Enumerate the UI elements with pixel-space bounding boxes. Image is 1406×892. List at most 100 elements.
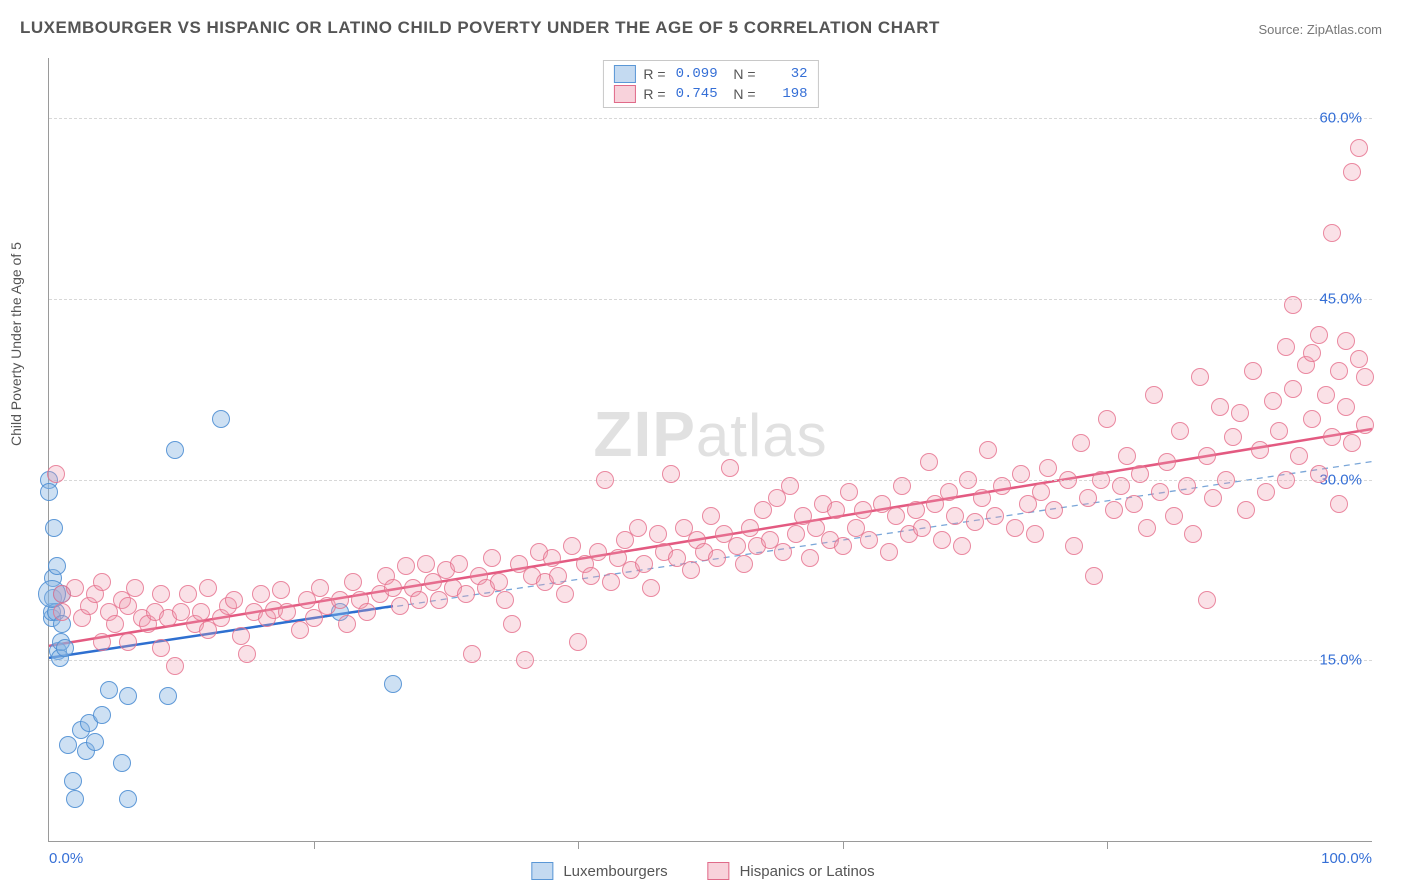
data-point: [1171, 422, 1189, 440]
data-point: [119, 687, 137, 705]
data-point: [1158, 453, 1176, 471]
gridline: [49, 480, 1372, 481]
data-point: [649, 525, 667, 543]
data-point: [106, 615, 124, 633]
legend-item-hisp: Hispanics or Latinos: [708, 862, 875, 880]
data-point: [1178, 477, 1196, 495]
data-point: [516, 651, 534, 669]
data-point: [47, 465, 65, 483]
data-point: [1251, 441, 1269, 459]
data-point: [1224, 428, 1242, 446]
data-point: [463, 645, 481, 663]
data-point: [1257, 483, 1275, 501]
data-point: [338, 615, 356, 633]
swatch-pink-icon: [613, 85, 635, 103]
data-point: [126, 579, 144, 597]
data-point: [913, 519, 931, 537]
data-point: [457, 585, 475, 603]
data-point: [225, 591, 243, 609]
y-tick-label: 60.0%: [1319, 110, 1362, 127]
data-point: [152, 585, 170, 603]
data-point: [973, 489, 991, 507]
data-point: [48, 557, 66, 575]
data-point: [801, 549, 819, 567]
data-point: [86, 733, 104, 751]
data-point: [556, 585, 574, 603]
data-point: [907, 501, 925, 519]
data-point: [563, 537, 581, 555]
data-point: [166, 441, 184, 459]
data-point: [1045, 501, 1063, 519]
data-point: [880, 543, 898, 561]
source-label: Source: ZipAtlas.com: [1258, 22, 1382, 37]
data-point: [1343, 163, 1361, 181]
data-point: [1204, 489, 1222, 507]
data-point: [920, 453, 938, 471]
data-point: [1184, 525, 1202, 543]
y-tick-label: 45.0%: [1319, 290, 1362, 307]
data-point: [787, 525, 805, 543]
x-tick-label-min: 0.0%: [49, 850, 83, 867]
legend-series: Luxembourgers Hispanics or Latinos: [531, 862, 874, 880]
data-point: [119, 633, 137, 651]
data-point: [596, 471, 614, 489]
data-point: [893, 477, 911, 495]
data-point: [503, 615, 521, 633]
data-point: [1006, 519, 1024, 537]
data-point: [1284, 380, 1302, 398]
data-point: [45, 519, 63, 537]
data-point: [159, 687, 177, 705]
data-point: [1198, 447, 1216, 465]
plot-area: ZIPatlas R = 0.099 N = 32 R = 0.745 N = …: [48, 58, 1372, 842]
data-point: [179, 585, 197, 603]
data-point: [1310, 465, 1328, 483]
data-point: [311, 579, 329, 597]
data-point: [1131, 465, 1149, 483]
data-point: [199, 579, 217, 597]
data-point: [702, 507, 720, 525]
data-point: [1264, 392, 1282, 410]
data-point: [344, 573, 362, 591]
data-point: [278, 603, 296, 621]
data-point: [959, 471, 977, 489]
data-point: [212, 410, 230, 428]
data-point: [66, 579, 84, 597]
data-point: [662, 465, 680, 483]
data-point: [1118, 447, 1136, 465]
data-point: [635, 555, 653, 573]
data-point: [1105, 501, 1123, 519]
data-point: [1303, 410, 1321, 428]
data-point: [410, 591, 428, 609]
data-point: [119, 790, 137, 808]
x-tick-minor: [578, 841, 579, 849]
data-point: [417, 555, 435, 573]
data-point: [933, 531, 951, 549]
trend-lines: [49, 58, 1372, 841]
data-point: [450, 555, 468, 573]
legend-item-lux: Luxembourgers: [531, 862, 667, 880]
data-point: [384, 675, 402, 693]
data-point: [1032, 483, 1050, 501]
data-point: [1059, 471, 1077, 489]
data-point: [490, 573, 508, 591]
data-point: [1330, 495, 1348, 513]
data-point: [1237, 501, 1255, 519]
data-point: [966, 513, 984, 531]
data-point: [1356, 416, 1374, 434]
data-point: [1098, 410, 1116, 428]
data-point: [1244, 362, 1262, 380]
data-point: [642, 579, 660, 597]
data-point: [774, 543, 792, 561]
data-point: [1125, 495, 1143, 513]
data-point: [827, 501, 845, 519]
data-point: [741, 519, 759, 537]
data-point: [391, 597, 409, 615]
data-point: [1303, 344, 1321, 362]
data-point: [1284, 296, 1302, 314]
legend-row-hisp: R = 0.745 N = 198: [613, 85, 807, 103]
data-point: [1072, 434, 1090, 452]
data-point: [1198, 591, 1216, 609]
data-point: [1165, 507, 1183, 525]
data-point: [1277, 471, 1295, 489]
data-point: [834, 537, 852, 555]
